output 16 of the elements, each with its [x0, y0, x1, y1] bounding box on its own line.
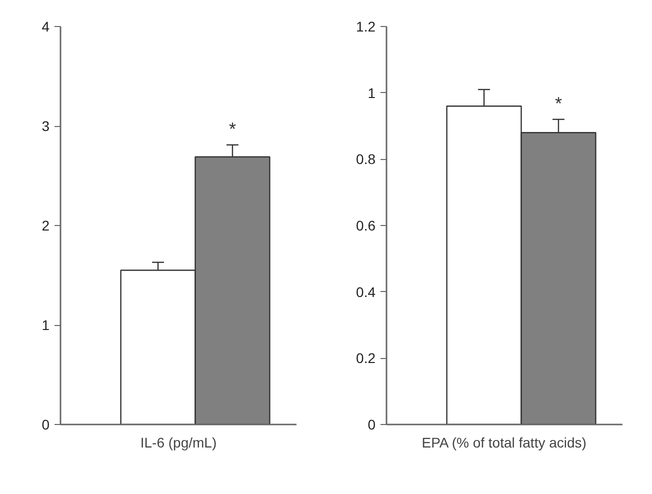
- y-tick-label: 1.2: [356, 18, 376, 34]
- y-tick-label: 0.8: [356, 151, 376, 168]
- y-tick-label: 4: [42, 18, 50, 34]
- y-tick-label: 0.4: [356, 284, 376, 300]
- y-tick-label: 0: [368, 416, 376, 432]
- y-tick-label: 0: [42, 416, 50, 432]
- y-tick-label: 2: [42, 218, 50, 234]
- annotation: *: [554, 93, 562, 114]
- y-tick-label: 1: [368, 84, 376, 101]
- x-axis-title: IL-6 (pg/mL): [140, 434, 217, 450]
- y-tick-label: 0.6: [356, 218, 376, 234]
- y-tick-label: 3: [42, 118, 50, 134]
- x-axis-title: EPA (% of total fatty acids): [422, 434, 586, 450]
- annotation: *: [228, 118, 236, 139]
- y-tick-label: 1: [42, 317, 50, 333]
- y-tick-label: 0.2: [356, 350, 376, 366]
